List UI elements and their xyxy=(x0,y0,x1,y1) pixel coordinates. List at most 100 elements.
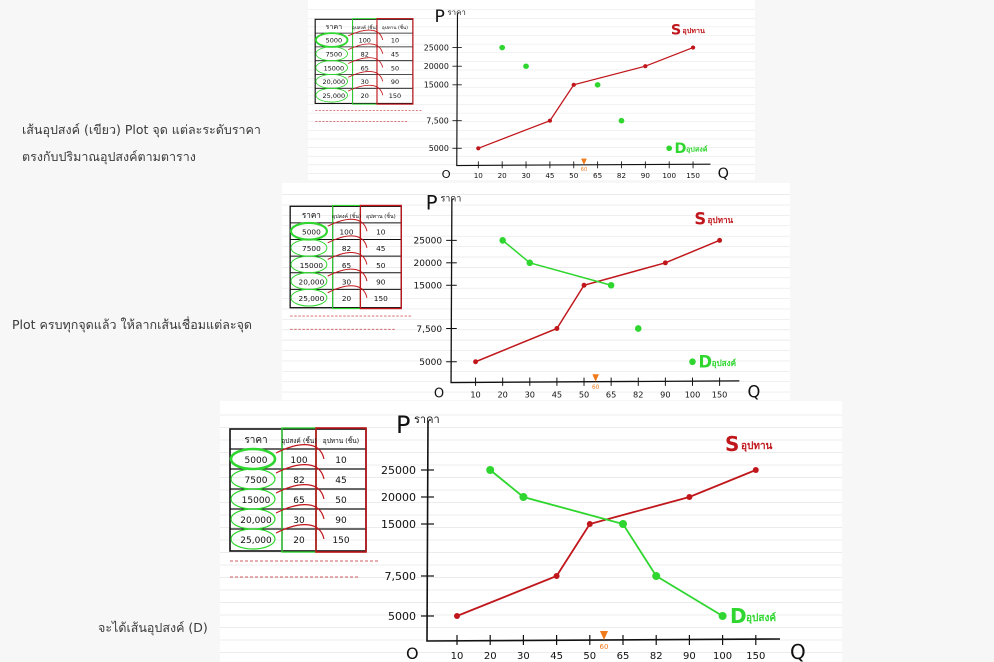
table-cell-supply: 90 xyxy=(376,277,386,286)
x-tick-label: 82 xyxy=(617,171,626,180)
x-axis-label: Q xyxy=(790,640,806,662)
table-header: อุปทาน (ชิ้น) xyxy=(323,436,359,445)
table-cell-demand: 20 xyxy=(342,294,352,303)
equilibrium-marker-icon xyxy=(581,158,587,165)
table-header: อุปสงค์ (ชิ้น) xyxy=(281,436,317,445)
demand-point xyxy=(618,117,625,124)
table-cell-demand: 65 xyxy=(293,496,304,506)
table-cell-demand: 30 xyxy=(342,277,352,286)
sketch-canvas: ราคา อุปสงค์ (ชิ้น) อุปทาน (ชิ้น)5000 100 10… xyxy=(282,191,790,400)
y-tick-label: 7,500 xyxy=(426,117,449,126)
table-cell-supply: 90 xyxy=(391,79,399,86)
x-tick-label: 20 xyxy=(498,171,507,180)
y-tick-label: 20000 xyxy=(424,62,449,71)
table-cell-price: 25,000 xyxy=(240,536,272,546)
y-tick-label: 25000 xyxy=(381,464,416,477)
table-cell-supply: 150 xyxy=(332,536,349,546)
arrow-to-supply xyxy=(327,235,368,248)
x-tick-label: 50 xyxy=(569,171,578,180)
table-cell-supply: 90 xyxy=(335,516,347,526)
y-axis-label-thai: ราคา xyxy=(414,413,440,426)
table-cell-price: 15000 xyxy=(324,65,345,72)
caption-step-2: Plot ครบทุกจุดแล้ว ให้ลากเส้นเชื่อมแต่ละ… xyxy=(12,311,252,338)
supply-label: S xyxy=(671,23,681,39)
axis-lines xyxy=(426,420,781,642)
data-table: ราคา อุปสงค์ (ชิ้น) อุปทาน (ชิ้น) 5000 100 10… xyxy=(229,427,380,578)
supply-point xyxy=(752,467,759,473)
y-tick-label: 5000 xyxy=(388,610,416,623)
arrow-to-supply xyxy=(275,444,325,460)
supply-point xyxy=(476,146,481,151)
x-tick-label: 45 xyxy=(550,651,563,662)
caption-line: เส้นอุปสงค์ (เขียว) Plot จุด แต่ละระดับร… xyxy=(22,122,261,137)
equilibrium-marker-icon xyxy=(592,374,599,382)
x-tick-label: 100 xyxy=(662,171,676,180)
table-cell-supply: 10 xyxy=(376,227,386,236)
table-cell-demand: 65 xyxy=(361,65,369,72)
supply-label-thai: อุปทาน xyxy=(682,26,705,35)
x-tick-label: 82 xyxy=(650,651,663,662)
x-tick-label: 82 xyxy=(633,389,643,399)
x-tick-label: 65 xyxy=(617,651,630,662)
table-cell-supply: 45 xyxy=(335,476,346,486)
supply-point xyxy=(547,118,553,123)
table-cell-supply: 10 xyxy=(391,38,399,45)
y-tick-label: 15000 xyxy=(424,81,449,90)
arrow-to-supply xyxy=(275,524,325,540)
table-cell-price: 20,000 xyxy=(299,277,325,286)
x-tick-label: 150 xyxy=(746,651,765,662)
table-cell-demand: 100 xyxy=(359,38,371,45)
table-cell-price: 25,000 xyxy=(299,294,325,303)
y-tick-label: 20000 xyxy=(414,259,443,269)
sketch-image-step-2: ราคา อุปสงค์ (ชิ้น) อุปทาน (ชิ้น) 5000 100 10… xyxy=(282,183,790,400)
supply-point xyxy=(581,282,587,288)
x-tick-label: 30 xyxy=(525,389,535,399)
supply-column-highlight xyxy=(376,18,414,105)
x-tick-label: 150 xyxy=(712,389,728,399)
x-tick-label: 65 xyxy=(606,389,616,399)
demand-label-thai: อุปสงค์ xyxy=(686,145,708,154)
demand-point xyxy=(666,145,673,152)
arrow-to-supply xyxy=(348,57,384,68)
table-header: อุปทาน (ชิ้น) xyxy=(366,212,396,220)
x-tick-label: 50 xyxy=(579,389,589,399)
demand-series: D อุปสงค์ xyxy=(499,44,708,157)
supply-point xyxy=(454,613,460,619)
origin-label: O xyxy=(406,644,419,662)
data-table: ราคา อุปสงค์ (ชิ้น) อุปทาน (ชิ้น) 5000 100 10… xyxy=(289,204,413,330)
table-header: ราคา xyxy=(326,22,343,31)
table-cell-demand: 100 xyxy=(290,456,307,466)
supply-label-thai: อุปทาน xyxy=(741,440,773,452)
x-tick-label: 150 xyxy=(686,171,700,180)
demand-point xyxy=(652,572,661,580)
red-notes-scribble xyxy=(290,315,413,330)
supply-label-thai: อุปทาน xyxy=(708,215,734,226)
table-cell-price: 5000 xyxy=(245,456,268,466)
table-cell-demand: 82 xyxy=(342,244,351,253)
table-cell-supply: 50 xyxy=(376,261,386,270)
table-cell-demand: 30 xyxy=(361,79,369,86)
arrow-to-supply xyxy=(275,504,325,520)
demand-point xyxy=(526,259,534,267)
supply-point xyxy=(571,82,576,87)
supply-series: S อุปทาน xyxy=(454,432,773,619)
x-axis-label: Q xyxy=(748,382,761,400)
supply-point xyxy=(554,326,560,331)
table-cell-supply: 45 xyxy=(391,52,399,59)
supply-point xyxy=(690,45,696,50)
x-tick-label: 30 xyxy=(517,651,530,662)
y-tick-label: 5000 xyxy=(429,144,449,153)
table-cell-price: 7500 xyxy=(302,244,321,253)
supply-point xyxy=(553,573,560,579)
table-cell-supply: 50 xyxy=(391,65,399,72)
demand-point xyxy=(499,44,506,51)
x-tick-label: 100 xyxy=(685,389,701,399)
red-notes-scribble xyxy=(315,110,423,122)
table-cell-price: 15000 xyxy=(300,261,324,270)
x-tick-label: 90 xyxy=(660,389,670,399)
table-cell-supply: 45 xyxy=(376,244,386,253)
sketch-image-step-1: ราคา อุปสงค์ (ชิ้น) อุปทาน (ชิ้น) 5000 100 10… xyxy=(308,0,755,180)
table-cell-price: 5000 xyxy=(326,38,342,45)
